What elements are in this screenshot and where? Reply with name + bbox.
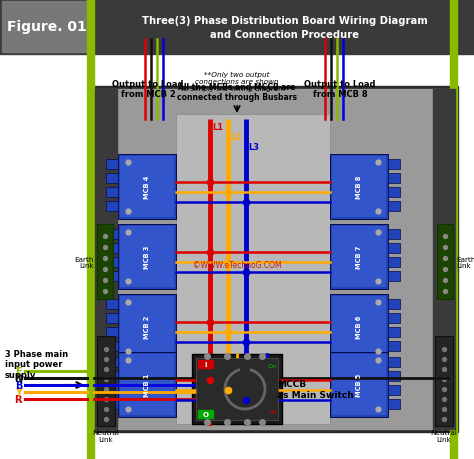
Bar — [118, 155, 176, 219]
Text: R: R — [15, 394, 22, 404]
Bar — [388, 188, 400, 197]
Text: Y: Y — [15, 387, 22, 397]
Bar — [106, 327, 118, 337]
Bar — [332, 297, 386, 357]
Bar — [95, 90, 455, 429]
Bar — [388, 357, 400, 367]
Bar — [106, 160, 118, 170]
Bar — [97, 336, 115, 426]
Bar — [388, 327, 400, 337]
Bar — [388, 371, 400, 381]
Text: Output to Load
from MCB 8: Output to Load from MCB 8 — [304, 80, 376, 99]
Text: Neutral
Link: Neutral Link — [430, 429, 457, 442]
Text: L3: L3 — [248, 143, 259, 151]
Text: N: N — [14, 373, 22, 383]
Bar — [433, 90, 455, 429]
Bar — [332, 157, 386, 218]
Bar — [106, 341, 118, 351]
Bar — [450, 0, 457, 459]
Bar — [0, 55, 474, 459]
Bar — [92, 87, 458, 432]
Text: MCB 5: MCB 5 — [356, 373, 362, 396]
Text: MCB 8: MCB 8 — [356, 175, 362, 199]
Bar — [106, 385, 118, 395]
Bar — [192, 354, 282, 424]
Text: ©WWW.eTechnoG.COM: ©WWW.eTechnoG.COM — [193, 260, 281, 269]
Bar — [332, 226, 386, 287]
Bar — [198, 410, 213, 418]
Bar — [176, 115, 330, 424]
Bar — [106, 357, 118, 367]
Text: MCB 7: MCB 7 — [356, 245, 362, 269]
Bar — [388, 243, 400, 253]
Text: E: E — [15, 366, 22, 376]
Bar — [388, 257, 400, 268]
Text: On: On — [268, 364, 277, 369]
Bar — [106, 257, 118, 268]
Bar — [332, 354, 386, 415]
Bar — [388, 399, 400, 409]
Bar — [388, 299, 400, 309]
Text: MCB 1: MCB 1 — [144, 373, 150, 396]
Bar — [120, 354, 174, 415]
Bar — [120, 157, 174, 218]
Text: 3 Phase main
input power
supply: 3 Phase main input power supply — [5, 349, 68, 379]
Bar — [330, 352, 388, 417]
Text: Neutral
Link: Neutral Link — [92, 429, 119, 442]
Text: Earth
Link: Earth Link — [74, 256, 94, 269]
Bar — [87, 0, 94, 459]
Text: off: off — [269, 409, 277, 414]
Bar — [330, 224, 388, 289]
Text: MCB 3: MCB 3 — [144, 245, 150, 269]
Bar — [330, 155, 388, 219]
Text: B: B — [15, 380, 22, 390]
Text: L2: L2 — [230, 133, 241, 142]
Text: Figure. 01: Figure. 01 — [7, 21, 87, 34]
Bar — [388, 313, 400, 323]
Text: MCCB
as Main Switch: MCCB as Main Switch — [277, 380, 354, 399]
Text: Output to Load
from MCB 2: Output to Load from MCB 2 — [112, 80, 184, 99]
Bar — [388, 385, 400, 395]
Bar — [106, 371, 118, 381]
Text: MCB 4: MCB 4 — [144, 175, 150, 199]
Bar — [0, 0, 474, 55]
Bar — [106, 299, 118, 309]
Bar — [120, 297, 174, 357]
Bar — [437, 224, 453, 299]
Bar — [388, 202, 400, 212]
Text: Earth
Link: Earth Link — [456, 256, 474, 269]
Text: I: I — [205, 361, 207, 367]
Bar — [388, 174, 400, 184]
Bar — [95, 90, 117, 429]
Bar — [120, 226, 174, 287]
Text: MCB 2: MCB 2 — [144, 315, 150, 338]
Text: **Only two output
connections are shown
to simply the wiring diagram**: **Only two output connections are shown … — [181, 72, 293, 92]
Bar — [435, 336, 453, 426]
Bar — [118, 294, 176, 359]
Bar — [198, 360, 213, 368]
Bar — [196, 358, 278, 420]
Bar — [106, 188, 118, 197]
Bar — [2, 2, 92, 53]
Bar — [388, 160, 400, 170]
Bar — [97, 224, 113, 299]
Bar — [106, 174, 118, 184]
Text: O: O — [203, 411, 209, 417]
Bar — [106, 202, 118, 212]
Bar — [388, 271, 400, 281]
Bar — [330, 294, 388, 359]
Text: All the MCBs and MCCB are
connected through Busbars: All the MCBs and MCCB are connected thro… — [177, 83, 297, 102]
Text: L1: L1 — [212, 123, 223, 132]
Bar — [106, 243, 118, 253]
Bar — [106, 271, 118, 281]
Text: Three(3) Phase Distribution Board Wiring Diagram
and Connection Procedure: Three(3) Phase Distribution Board Wiring… — [142, 16, 428, 39]
Text: MCB 6: MCB 6 — [356, 315, 362, 338]
Bar — [106, 313, 118, 323]
Bar — [118, 224, 176, 289]
Bar — [106, 399, 118, 409]
Bar — [388, 341, 400, 351]
Bar — [118, 352, 176, 417]
Bar — [388, 230, 400, 240]
Bar — [106, 230, 118, 240]
